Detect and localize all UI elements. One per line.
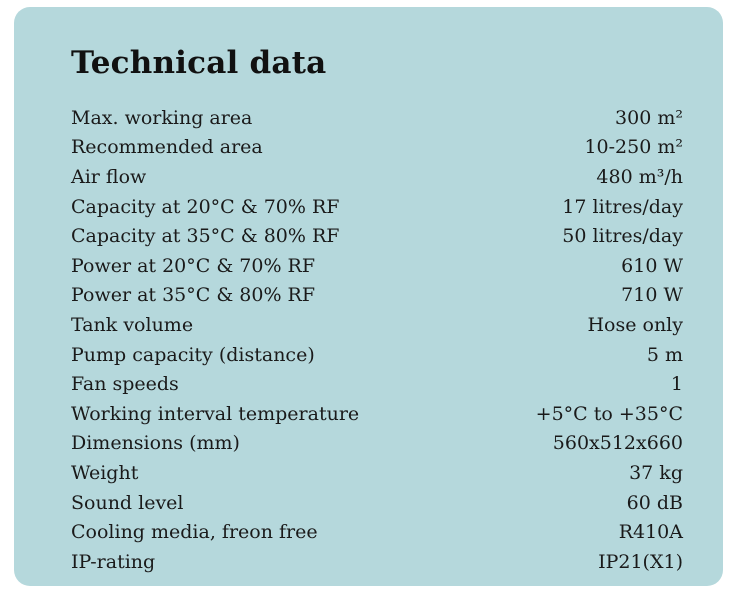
- spec-label: Recommended area: [71, 136, 263, 159]
- spec-value: 710 W: [621, 284, 683, 307]
- spec-row: Working interval temperature +5°C to +35°…: [71, 399, 683, 429]
- spec-label: Fan speeds: [71, 373, 179, 396]
- spec-label: Air flow: [71, 165, 147, 188]
- spec-row: Tank volume Hose only: [71, 310, 683, 340]
- spec-value: 610 W: [621, 254, 683, 277]
- spec-label: Capacity at 20°C & 70% RF: [71, 195, 340, 218]
- spec-value: 300 m²: [615, 106, 683, 129]
- spec-label: Weight: [71, 461, 139, 484]
- spec-row: Max. working area 300 m²: [71, 103, 683, 133]
- spec-row: Cooling media, freon free R410A: [71, 517, 683, 547]
- spec-row: IP-rating IP21(X1): [71, 547, 683, 577]
- spec-label: Tank volume: [71, 313, 194, 336]
- spec-value: IP21(X1): [598, 550, 683, 573]
- spec-value: Hose only: [587, 313, 683, 336]
- spec-label: Capacity at 35°C & 80% RF: [71, 225, 340, 248]
- spec-table-body: Max. working area 300 m² Recommended area 1…: [71, 103, 683, 577]
- spec-label: Max. working area: [71, 106, 253, 129]
- spec-table: Max. working area 300 m² Recommended area 1…: [71, 103, 683, 577]
- spec-value: 10-250 m²: [584, 136, 683, 159]
- spec-value: 560x512x660: [552, 432, 683, 455]
- spec-value: R410A: [618, 521, 683, 544]
- spec-label: IP-rating: [71, 550, 156, 573]
- spec-label: Dimensions (mm): [71, 432, 240, 455]
- spec-row: Recommended area 10-250 m²: [71, 133, 683, 163]
- spec-value: 480 m³/h: [596, 165, 683, 188]
- spec-row: Capacity at 35°C & 80% RF 50 litres/day: [71, 221, 683, 251]
- spec-label: Power at 20°C & 70% RF: [71, 254, 316, 277]
- spec-value: 37 kg: [629, 461, 683, 484]
- spec-row: Capacity at 20°C & 70% RF 17 litres/day: [71, 192, 683, 222]
- spec-row: Fan speeds 1: [71, 369, 683, 399]
- spec-value: 5 m: [646, 343, 683, 366]
- spec-row: Weight 37 kg: [71, 458, 683, 488]
- spec-value: 60 dB: [626, 491, 683, 514]
- spec-row: Power at 35°C & 80% RF 710 W: [71, 281, 683, 311]
- spec-label: Working interval temperature: [71, 402, 360, 425]
- spec-row: Power at 20°C & 70% RF 610 W: [71, 251, 683, 281]
- technical-data-card: Technical data Max. working area 300 m² Re…: [14, 7, 723, 586]
- spec-value: 17 litres/day: [562, 195, 683, 218]
- spec-value: +5°C to +35°C: [535, 402, 683, 425]
- spec-row: Pump capacity (distance) 5 m: [71, 340, 683, 370]
- spec-label: Pump capacity (distance): [71, 343, 315, 366]
- card-title: Technical data: [71, 45, 327, 81]
- spec-value: 1: [670, 373, 683, 396]
- spec-label: Cooling media, freon free: [71, 521, 318, 544]
- spec-row: Air flow 480 m³/h: [71, 162, 683, 192]
- spec-label: Power at 35°C & 80% RF: [71, 284, 316, 307]
- spec-label: Sound level: [71, 491, 184, 514]
- spec-value: 50 litres/day: [562, 225, 683, 248]
- spec-row: Sound level 60 dB: [71, 488, 683, 518]
- spec-row: Dimensions (mm) 560x512x660: [71, 429, 683, 459]
